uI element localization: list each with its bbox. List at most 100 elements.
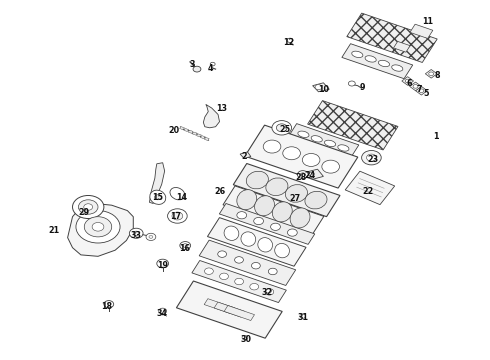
Circle shape: [242, 336, 248, 340]
Circle shape: [288, 229, 297, 236]
Circle shape: [283, 147, 300, 160]
Text: 28: 28: [295, 173, 306, 181]
Polygon shape: [402, 77, 414, 85]
Text: 7: 7: [416, 85, 422, 94]
Ellipse shape: [241, 232, 256, 246]
Text: 33: 33: [131, 231, 142, 240]
Polygon shape: [199, 240, 296, 285]
Polygon shape: [233, 163, 340, 217]
Circle shape: [146, 233, 156, 240]
Circle shape: [266, 289, 271, 293]
Text: 2: 2: [241, 152, 247, 161]
Polygon shape: [204, 299, 235, 314]
Circle shape: [183, 244, 188, 247]
Text: 15: 15: [152, 194, 163, 202]
Circle shape: [154, 195, 161, 200]
Ellipse shape: [298, 131, 309, 138]
Circle shape: [297, 171, 308, 179]
Text: 6: 6: [406, 79, 412, 88]
Polygon shape: [306, 169, 323, 179]
Ellipse shape: [365, 56, 376, 62]
Text: 30: 30: [241, 335, 251, 343]
Text: 9: 9: [360, 83, 366, 91]
Circle shape: [367, 154, 376, 161]
Polygon shape: [425, 69, 437, 78]
Polygon shape: [184, 129, 189, 131]
Ellipse shape: [338, 145, 349, 151]
Text: 13: 13: [216, 104, 227, 112]
Text: 8: 8: [434, 71, 440, 80]
Polygon shape: [308, 100, 398, 150]
Polygon shape: [180, 127, 184, 130]
Ellipse shape: [324, 140, 336, 147]
Circle shape: [180, 242, 191, 249]
Circle shape: [270, 223, 280, 230]
Circle shape: [172, 212, 183, 220]
Text: 25: 25: [280, 125, 291, 134]
Circle shape: [309, 172, 315, 176]
Circle shape: [220, 273, 228, 280]
Ellipse shape: [378, 60, 390, 67]
Text: 20: 20: [168, 126, 179, 135]
Circle shape: [149, 235, 153, 238]
Ellipse shape: [352, 51, 363, 58]
Circle shape: [413, 85, 418, 88]
Circle shape: [168, 209, 187, 223]
Polygon shape: [342, 44, 413, 79]
Circle shape: [287, 38, 293, 42]
Polygon shape: [410, 82, 421, 91]
Circle shape: [204, 268, 213, 274]
Ellipse shape: [255, 196, 274, 216]
Polygon shape: [200, 136, 205, 139]
Polygon shape: [193, 132, 197, 135]
Circle shape: [322, 160, 340, 173]
Circle shape: [235, 257, 244, 263]
Text: 32: 32: [262, 288, 273, 297]
Circle shape: [250, 283, 259, 290]
Text: 21: 21: [49, 226, 59, 235]
Polygon shape: [203, 104, 220, 128]
Circle shape: [265, 289, 274, 295]
Circle shape: [78, 200, 98, 214]
Circle shape: [362, 150, 381, 165]
Ellipse shape: [237, 190, 257, 210]
Circle shape: [235, 278, 244, 285]
Circle shape: [272, 121, 292, 135]
Text: 31: 31: [297, 313, 308, 322]
Ellipse shape: [290, 208, 310, 228]
Polygon shape: [393, 41, 410, 52]
Text: 27: 27: [290, 194, 300, 203]
Ellipse shape: [266, 178, 288, 195]
Polygon shape: [223, 186, 324, 235]
Polygon shape: [288, 123, 359, 159]
Polygon shape: [149, 163, 165, 203]
Circle shape: [73, 195, 104, 219]
Text: 19: 19: [157, 261, 168, 270]
Circle shape: [254, 217, 264, 225]
Circle shape: [210, 62, 215, 66]
Ellipse shape: [224, 226, 239, 240]
Text: 14: 14: [176, 193, 187, 202]
Ellipse shape: [311, 136, 322, 142]
Text: 23: 23: [368, 154, 379, 163]
Circle shape: [276, 124, 287, 132]
Circle shape: [237, 212, 246, 219]
Circle shape: [315, 85, 322, 90]
Polygon shape: [204, 138, 209, 140]
Circle shape: [405, 79, 410, 83]
Text: 11: 11: [422, 17, 433, 26]
Circle shape: [84, 217, 112, 237]
Ellipse shape: [150, 190, 166, 204]
Ellipse shape: [305, 191, 327, 209]
Text: 24: 24: [304, 171, 315, 180]
Circle shape: [263, 140, 281, 153]
Polygon shape: [410, 24, 433, 39]
Circle shape: [419, 89, 424, 93]
Circle shape: [429, 72, 434, 76]
Text: 4: 4: [208, 64, 214, 73]
Text: 16: 16: [179, 244, 190, 253]
Circle shape: [348, 81, 355, 86]
Circle shape: [84, 204, 93, 210]
Text: 1: 1: [433, 132, 439, 141]
Ellipse shape: [285, 185, 308, 202]
